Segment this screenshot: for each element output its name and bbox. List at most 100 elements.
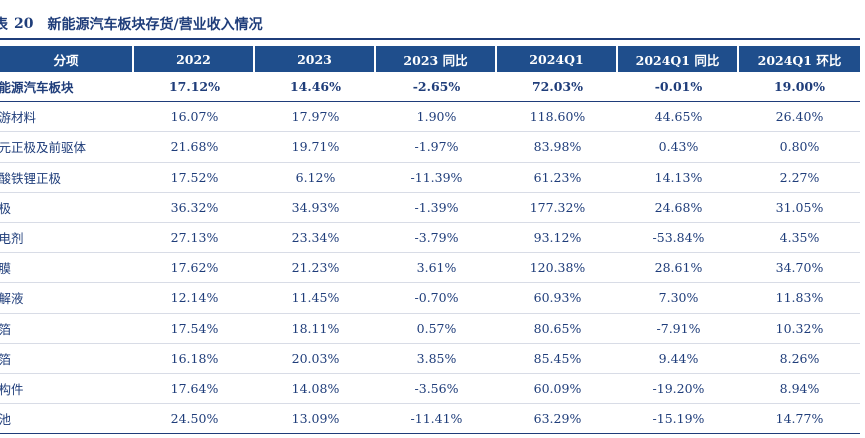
table-cell: 28.61%	[618, 253, 739, 284]
table-cell: 21.68%	[134, 132, 255, 163]
row-label: 导电剂	[0, 223, 134, 254]
table-cell: 93.12%	[497, 223, 618, 254]
table-cell: 36.32%	[134, 193, 255, 223]
header-column: 2022	[134, 46, 255, 72]
table-row: 电池24.50%13.09%-11.41%63.29%-15.19%14.77%	[0, 404, 860, 435]
table-cell: -3.56%	[376, 374, 497, 405]
table-cell: 19.71%	[255, 132, 376, 163]
table-row: 铝箔16.18%20.03%3.85%85.45%9.44%8.26%	[0, 344, 860, 374]
table-cell: 18.11%	[255, 314, 376, 344]
table-cell: 80.65%	[497, 314, 618, 344]
table-cell: 0.80%	[739, 132, 860, 163]
table-row: 结构件17.64%14.08%-3.56%60.09%-19.20%8.94%	[0, 374, 860, 405]
table-caption: 表 20 新能源汽车板块存货/营业收入情况	[0, 10, 860, 40]
table-header: 分项 2022 2023 2023 同比 2024Q1 2024Q1 同比 2024Q1 环…	[0, 46, 860, 72]
table-row: 三元正极及前驱体21.68%19.71%-1.97%83.98%0.43%0.8…	[0, 132, 860, 163]
table-cell: 20.03%	[255, 344, 376, 374]
table-cell: 85.45%	[497, 344, 618, 374]
inventory-revenue-table: 分项 2022 2023 2023 同比 2024Q1 2024Q1 同比 2024Q1 环…	[0, 46, 860, 435]
table-cell: 7.30%	[618, 283, 739, 314]
table-cell: 9.44%	[618, 344, 739, 374]
caption-label: 表	[0, 17, 8, 33]
table-row: 隔膜17.62%21.23%3.61%120.38%28.61%34.70%	[0, 253, 860, 284]
row-label: 新能源汽车板块	[0, 72, 134, 103]
table-row: 上游材料16.07%17.97%1.90%118.60%44.65%26.40%	[0, 102, 860, 133]
table-cell: 8.26%	[739, 344, 860, 374]
table-row: 磷酸铁锂正极17.52%6.12%-11.39%61.23%14.13%2.27…	[0, 163, 860, 193]
table-row: 铜箔17.54%18.11%0.57%80.65%-7.91%10.32%	[0, 314, 860, 344]
header-row: 分项 2022 2023 2023 同比 2024Q1 2024Q1 同比 2024Q1 环…	[0, 46, 860, 72]
table-cell: 11.83%	[739, 283, 860, 314]
table-body: 新能源汽车板块17.12%14.46%-2.65%72.03%-0.01%19.…	[0, 72, 860, 435]
table-cell: 118.60%	[497, 102, 618, 133]
header-column: 2024Q1	[497, 46, 618, 72]
table-cell: 120.38%	[497, 253, 618, 284]
table-cell: -7.91%	[618, 314, 739, 344]
table-cell: -3.79%	[376, 223, 497, 254]
table-cell: 3.85%	[376, 344, 497, 374]
table-cell: 6.12%	[255, 163, 376, 193]
table-cell: 14.77%	[739, 404, 860, 435]
row-label: 铝箔	[0, 344, 134, 374]
header-column: 2024Q1 同比	[618, 46, 739, 72]
table-cell: 177.32%	[497, 193, 618, 223]
caption-text: 新能源汽车板块存货/营业收入情况	[47, 17, 263, 33]
table-row: 电解液12.14%11.45%-0.70%60.93%7.30%11.83%	[0, 283, 860, 314]
row-label: 上游材料	[0, 102, 134, 133]
table-cell: 17.97%	[255, 102, 376, 133]
table-cell: 16.18%	[134, 344, 255, 374]
table-row-total: 新能源汽车板块17.12%14.46%-2.65%72.03%-0.01%19.…	[0, 72, 860, 103]
table-cell: 23.34%	[255, 223, 376, 254]
table-cell: 34.93%	[255, 193, 376, 223]
table-cell: 17.54%	[134, 314, 255, 344]
table-cell: -0.70%	[376, 283, 497, 314]
table-row: 负极36.32%34.93%-1.39%177.32%24.68%31.05%	[0, 193, 860, 223]
table-cell: 16.07%	[134, 102, 255, 133]
table-cell: 10.32%	[739, 314, 860, 344]
table-cell: 17.12%	[134, 72, 255, 103]
table-cell: 1.90%	[376, 102, 497, 133]
table-cell: -11.41%	[376, 404, 497, 435]
table-cell: -53.84%	[618, 223, 739, 254]
row-label: 电解液	[0, 283, 134, 314]
table-cell: 27.13%	[134, 223, 255, 254]
table-cell: 17.64%	[134, 374, 255, 405]
table-row: 导电剂27.13%23.34%-3.79%93.12%-53.84%4.35%	[0, 223, 860, 254]
header-column: 2023	[255, 46, 376, 72]
table-cell: 24.68%	[618, 193, 739, 223]
table-cell: -11.39%	[376, 163, 497, 193]
table-cell: 13.09%	[255, 404, 376, 435]
table-cell: -15.19%	[618, 404, 739, 435]
table-cell: 34.70%	[739, 253, 860, 284]
header-column: 2023 同比	[376, 46, 497, 72]
header-column: 2024Q1 环比	[739, 46, 860, 72]
caption-number: 20	[14, 16, 34, 32]
table-cell: 12.14%	[134, 283, 255, 314]
table-cell: -1.97%	[376, 132, 497, 163]
row-label: 隔膜	[0, 253, 134, 284]
row-label: 三元正极及前驱体	[0, 132, 134, 163]
table-cell: 11.45%	[255, 283, 376, 314]
table-cell: 17.52%	[134, 163, 255, 193]
table-cell: 14.08%	[255, 374, 376, 405]
table-cell: -19.20%	[618, 374, 739, 405]
table-cell: 4.35%	[739, 223, 860, 254]
table-cell: 2.27%	[739, 163, 860, 193]
table-cell: 19.00%	[739, 72, 860, 103]
table-cell: -2.65%	[376, 72, 497, 103]
table-cell: 0.57%	[376, 314, 497, 344]
table-cell: 44.65%	[618, 102, 739, 133]
table-cell: 24.50%	[134, 404, 255, 435]
table-cell: 17.62%	[134, 253, 255, 284]
row-label: 结构件	[0, 374, 134, 405]
table-cell: 72.03%	[497, 72, 618, 103]
row-label: 电池	[0, 404, 134, 435]
table-cell: 26.40%	[739, 102, 860, 133]
row-label: 负极	[0, 193, 134, 223]
table-cell: 63.29%	[497, 404, 618, 435]
table-cell: 61.23%	[497, 163, 618, 193]
table-cell: -1.39%	[376, 193, 497, 223]
table-cell: 8.94%	[739, 374, 860, 405]
table-cell: 21.23%	[255, 253, 376, 284]
table-cell: 0.43%	[618, 132, 739, 163]
